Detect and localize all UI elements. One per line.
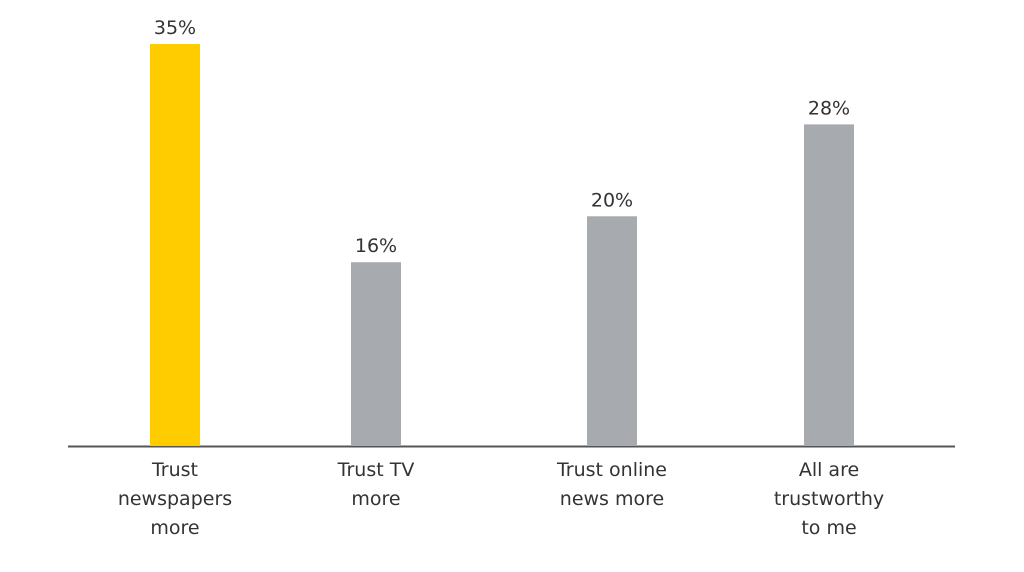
x-tick-label: Trust newspapers more	[117, 459, 233, 539]
value-label: 35%	[154, 17, 196, 39]
bar	[150, 44, 200, 446]
value-label: 20%	[591, 189, 633, 211]
bar	[351, 262, 401, 446]
value-label: 28%	[808, 97, 850, 119]
x-tick-label: All are trustworthy to me	[773, 459, 885, 539]
value-label: 16%	[355, 235, 397, 257]
bar	[587, 216, 637, 446]
x-tick-label: Trust TV more	[337, 459, 415, 510]
x-tick-label: Trust online news more	[556, 459, 667, 510]
bar	[804, 124, 854, 447]
